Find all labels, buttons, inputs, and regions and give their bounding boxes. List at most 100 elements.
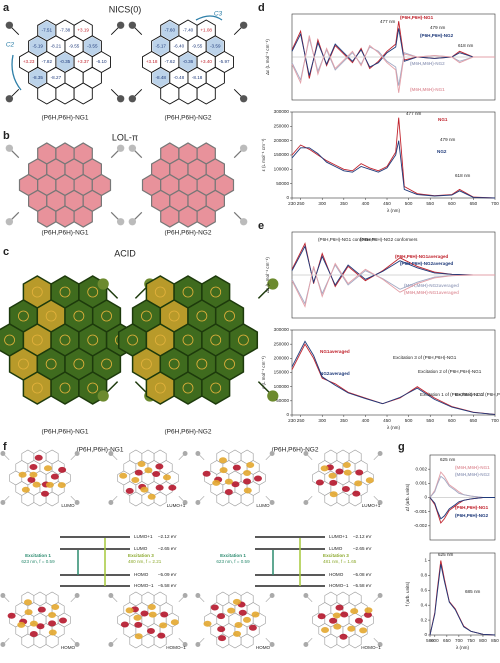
ring xyxy=(22,371,52,405)
label: Δε (L mol⁻¹ cm⁻¹) xyxy=(265,39,270,75)
label: 481 nm, f = 1.65 xyxy=(323,559,357,564)
orbital-lobe xyxy=(321,627,330,634)
orbital-lobe xyxy=(243,470,252,477)
orbital-lobe xyxy=(36,623,45,630)
label: –2.12 eV xyxy=(158,534,177,539)
orbital-lobe xyxy=(148,611,157,618)
tbu-atom xyxy=(5,144,14,152)
tbu-atom xyxy=(195,500,201,505)
rotation-arrow xyxy=(195,15,223,21)
label: (M6H,M6H)-NG2 xyxy=(410,61,445,66)
label: 600 xyxy=(448,418,456,423)
orbital-lobe xyxy=(354,617,363,624)
orbital-lobe xyxy=(29,464,38,471)
orbital-lobe xyxy=(17,621,26,628)
orbital-lobe xyxy=(227,607,236,614)
tbu-atom xyxy=(0,642,6,647)
label: Excitation 1 xyxy=(220,553,246,558)
label: (P6H,P6H)-NG1 xyxy=(455,505,489,510)
label: (P6H,P6H)-NG1averaged xyxy=(395,254,449,259)
label: -3.59 xyxy=(210,43,221,48)
orbital-lobe xyxy=(29,471,38,478)
current xyxy=(31,334,43,346)
label: 350 xyxy=(340,418,348,423)
label: -6.40 xyxy=(174,43,185,48)
label: -8.35 xyxy=(32,75,43,80)
orbital-lobe xyxy=(251,611,260,618)
label: 400 xyxy=(362,418,370,423)
label: NG2averaged xyxy=(320,371,350,376)
orbital-lobe xyxy=(48,620,57,627)
ring xyxy=(50,371,80,405)
orbital-lobe xyxy=(29,631,38,638)
label: (P6H,P6H)-NG2 xyxy=(272,447,319,454)
current xyxy=(31,382,43,394)
molecule xyxy=(128,142,248,228)
orbital-lobe xyxy=(134,469,143,476)
label: 0 xyxy=(286,412,289,417)
label: –5.08 eV xyxy=(353,572,372,577)
orbital-lobe xyxy=(248,624,257,631)
label: 623 nm, f = 0.59 xyxy=(216,559,250,564)
tbu-atom xyxy=(182,451,188,456)
label: 650 xyxy=(470,201,478,206)
label: 250000 xyxy=(274,124,290,129)
current xyxy=(73,358,85,370)
orbital-lobe xyxy=(339,633,348,640)
orbital-lobe xyxy=(212,479,221,486)
ring xyxy=(145,371,175,405)
orbital-lobe xyxy=(37,606,46,613)
orbital-lobe xyxy=(210,604,219,611)
tbu-atom xyxy=(128,144,137,152)
series-line xyxy=(291,262,495,308)
orbital-lobe xyxy=(152,470,161,477)
tbu-atom xyxy=(195,451,201,456)
tbu-atom xyxy=(377,642,383,647)
label: 700 xyxy=(491,418,499,423)
orbital-lobe xyxy=(134,621,143,628)
nics-ring xyxy=(207,36,224,56)
tbu-atom xyxy=(377,593,383,598)
series-line xyxy=(429,497,495,524)
label: LUMO xyxy=(61,503,75,508)
label: –2.65 eV xyxy=(158,546,177,551)
orbital-lobe xyxy=(24,609,33,616)
orbital-lobe xyxy=(168,484,177,491)
nics-ring xyxy=(152,36,169,56)
label: -9.55 xyxy=(192,43,203,48)
ring xyxy=(73,205,93,228)
label: 625 nm xyxy=(440,457,455,462)
label: 350 xyxy=(340,201,348,206)
orbital-lobe xyxy=(350,608,359,615)
label: (P6H,P6H)-NG1 xyxy=(42,429,89,436)
tbu-atom xyxy=(303,642,309,647)
label: 750 xyxy=(467,638,475,643)
orbital-lobe xyxy=(320,465,329,472)
tbu-atom xyxy=(5,218,14,226)
label: HOMO−1 xyxy=(166,645,186,650)
label: 600 xyxy=(431,638,439,643)
label: (P6H,P6H)-NG1 xyxy=(400,15,434,20)
orbital-lobe xyxy=(364,607,373,614)
label: 0.8 xyxy=(421,573,428,578)
label: Excitation 1 xyxy=(25,553,51,558)
orbital-lobe xyxy=(29,620,38,627)
orbital-lobe xyxy=(328,472,337,479)
orbital-lobe xyxy=(246,462,255,469)
label: 230 xyxy=(288,201,296,206)
label: LUMO+1 xyxy=(329,534,348,539)
orbital-lobe xyxy=(144,467,153,474)
label: -0.35 xyxy=(60,59,71,64)
orbital-lobe xyxy=(125,487,134,494)
series-line xyxy=(429,564,496,636)
label: c xyxy=(3,246,9,258)
label: +3.18 xyxy=(146,59,158,64)
orbital-lobe xyxy=(343,469,352,476)
label: 685 nm xyxy=(465,589,480,594)
orbital-lobe xyxy=(217,613,226,620)
label: -0.001 xyxy=(414,509,427,514)
label: 50000 xyxy=(276,398,289,403)
orbital-lobe xyxy=(243,478,252,485)
label: Excitation 1 of (P6H,P6H)-NG1 xyxy=(420,392,484,397)
